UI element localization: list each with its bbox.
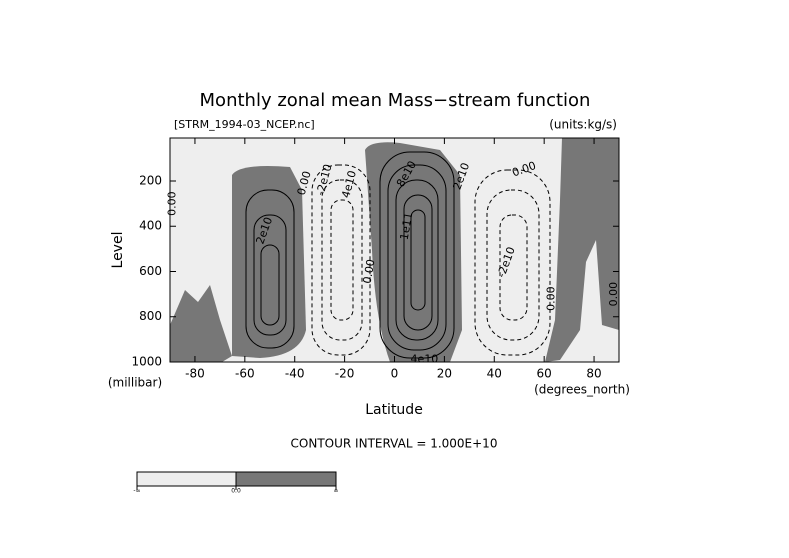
colorbar [136, 471, 337, 487]
colorbar-label: ∞ [334, 488, 339, 495]
y-tick-label: 200 [139, 173, 162, 187]
colorbar-label: -∞ [133, 488, 140, 495]
positive-regions [170, 138, 619, 362]
chart-title: Monthly zonal mean Mass−stream function [200, 90, 591, 111]
contour-interval: CONTOUR INTERVAL = 1.000E+10 [291, 437, 498, 451]
subtitle-left: [STRM_1994-03_NCEP.nc] [174, 118, 315, 131]
y-tick-label: 600 [139, 264, 162, 278]
contour-label: 0.00 [361, 258, 378, 284]
plot-area [169, 137, 620, 363]
x-tick-label: -60 [235, 367, 255, 381]
y-tick-label: 800 [139, 309, 162, 323]
contour-label: 4e10 [411, 353, 439, 366]
contour-label: 1e11 [398, 211, 416, 241]
x-tick-label: 0 [391, 367, 399, 381]
y-axis-unit: (millibar) [108, 376, 162, 390]
subtitle-right: (units:kg/s) [549, 118, 617, 132]
x-tick-label: 40 [487, 367, 502, 381]
colorbar-label: 0.0 [231, 488, 241, 495]
contour-label: 0.00 [545, 286, 558, 311]
contour-lines [245, 151, 551, 359]
y-tick-label: 1000 [131, 355, 162, 369]
x-axis-label: Latitude [365, 402, 423, 418]
contour-label: 0.00 [295, 170, 314, 197]
x-tick-label: -20 [335, 367, 355, 381]
colorbar-negative [136, 471, 237, 487]
x-tick-label: -40 [285, 367, 305, 381]
x-tick-label: 60 [537, 367, 552, 381]
x-tick-label: 80 [586, 367, 601, 381]
contour-label: 0.00 [607, 282, 620, 307]
colorbar-positive [235, 471, 337, 487]
y-axis-label: Level [110, 232, 126, 269]
y-tick-label: 400 [139, 219, 162, 233]
contour-label: 0.00 [165, 191, 178, 216]
x-axis-unit: (degrees_north) [534, 383, 630, 397]
x-tick-label: -80 [185, 367, 205, 381]
x-tick-label: 20 [437, 367, 452, 381]
